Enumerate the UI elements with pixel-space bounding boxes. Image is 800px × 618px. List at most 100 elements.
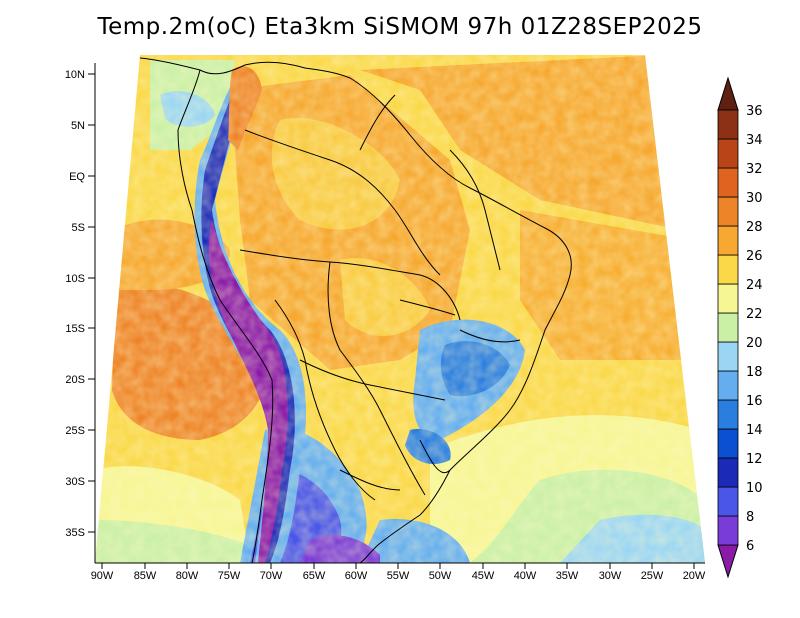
lon-tick-40w: 40W bbox=[514, 563, 537, 582]
colorbar-swatch bbox=[717, 167, 739, 198]
lon-label: 45W bbox=[472, 570, 495, 582]
border-3 bbox=[327, 261, 426, 496]
colorbar-label: 6 bbox=[746, 539, 754, 554]
colorbar-swatch bbox=[717, 109, 739, 140]
lon-tick-65w: 65W bbox=[303, 563, 326, 582]
lon-tick-85w: 85W bbox=[134, 563, 157, 582]
colorbar-label: 14 bbox=[746, 423, 763, 438]
colorbar-label: 18 bbox=[746, 365, 763, 380]
lat-tick-eq: EQ bbox=[69, 171, 95, 183]
lon-tick-45w: 45W bbox=[472, 563, 495, 582]
atlantic-coast bbox=[139, 57, 572, 564]
colorbar-swatch bbox=[717, 312, 739, 343]
border-9 bbox=[399, 299, 456, 316]
lat-label: 10N bbox=[65, 69, 85, 81]
colorbar-swatch bbox=[717, 283, 739, 314]
colorbar-label: 26 bbox=[746, 249, 763, 264]
colorbar-swatch bbox=[717, 138, 739, 169]
lat-tick-35s: 35S bbox=[65, 527, 95, 539]
colorbar-swatch bbox=[717, 196, 739, 227]
lat-label: 20S bbox=[65, 374, 85, 386]
colorbar-label: 28 bbox=[746, 220, 763, 235]
lon-tick-35w: 35W bbox=[556, 563, 579, 582]
border-6 bbox=[394, 209, 441, 276]
lat-tick-25s: 25S bbox=[65, 425, 95, 437]
border-5 bbox=[274, 299, 376, 501]
colorbar-swatch bbox=[717, 399, 739, 430]
colorbar-swatch bbox=[717, 370, 739, 401]
lat-label: 30S bbox=[65, 476, 85, 488]
border-7 bbox=[449, 149, 501, 271]
colorbar-swatch bbox=[717, 457, 739, 488]
latitude-axis: 10N 5N EQ 5S 10S 15S 20S 25S 30S 35S bbox=[65, 69, 95, 539]
lon-tick-25w: 25W bbox=[641, 563, 664, 582]
colorbar-label: 24 bbox=[746, 278, 763, 293]
lat-tick-5s: 5S bbox=[72, 222, 95, 234]
border-8 bbox=[459, 329, 521, 343]
colorbar-label: 12 bbox=[746, 452, 763, 467]
colorbar-swatch bbox=[717, 486, 739, 517]
lon-label: 75W bbox=[218, 570, 241, 582]
pacific-coast bbox=[177, 69, 274, 564]
lat-label: 35S bbox=[65, 527, 85, 539]
lon-label: 25W bbox=[641, 570, 664, 582]
lon-label: 80W bbox=[176, 570, 199, 582]
longitude-axis: 90W 85W 80W 75W 70W 65W 60W 55W 50W 45W … bbox=[91, 563, 706, 582]
border-11 bbox=[419, 439, 451, 473]
colorbar-swatch bbox=[717, 225, 739, 256]
lon-label: 65W bbox=[303, 570, 326, 582]
lon-tick-55w: 55W bbox=[387, 563, 410, 582]
colorbar-swatch bbox=[717, 341, 739, 372]
lon-tick-60w: 60W bbox=[345, 563, 368, 582]
lon-label: 90W bbox=[91, 570, 114, 582]
lon-label: 20W bbox=[683, 570, 706, 582]
lat-label: 10S bbox=[65, 273, 85, 285]
colorbar: 6 8 10 12 14 16 18 20 22 24 26 28 30 32 34 36 bbox=[717, 76, 763, 579]
border-4 bbox=[299, 359, 446, 401]
lat-tick-30s: 30S bbox=[65, 476, 95, 488]
lat-tick-5n: 5N bbox=[71, 120, 95, 132]
colorbar-label: 36 bbox=[746, 104, 763, 119]
lon-tick-50w: 50W bbox=[429, 563, 452, 582]
lon-tick-70w: 70W bbox=[260, 563, 283, 582]
lon-label: 50W bbox=[429, 570, 452, 582]
lon-tick-80w: 80W bbox=[176, 563, 199, 582]
lon-tick-20w: 20W bbox=[683, 563, 706, 582]
colorbar-max-triangle bbox=[717, 76, 739, 111]
lon-tick-30w: 30W bbox=[599, 563, 622, 582]
colorbar-label: 20 bbox=[746, 336, 763, 351]
map-borders bbox=[139, 57, 572, 564]
border-2 bbox=[239, 249, 461, 321]
border-10 bbox=[359, 94, 396, 151]
colorbar-label: 16 bbox=[746, 394, 763, 409]
colorbar-min-triangle bbox=[717, 544, 739, 579]
temperature-field bbox=[95, 55, 705, 563]
colorbar-label: 10 bbox=[746, 481, 763, 496]
lon-label: 60W bbox=[345, 570, 368, 582]
lat-tick-20s: 20S bbox=[65, 374, 95, 386]
colorbar-label: 32 bbox=[746, 162, 763, 177]
lon-label: 30W bbox=[599, 570, 622, 582]
lat-tick-10s: 10S bbox=[65, 273, 95, 285]
colorbar-swatch bbox=[717, 254, 739, 285]
colorbar-label: 8 bbox=[746, 510, 754, 525]
lon-label: 55W bbox=[387, 570, 410, 582]
lon-label: 40W bbox=[514, 570, 537, 582]
map-title: Temp.2m(oC) Eta3km SiSMOM 97h 01Z28SEP20… bbox=[97, 14, 703, 40]
lat-label: 5N bbox=[71, 120, 85, 132]
colorbar-label: 30 bbox=[746, 191, 763, 206]
lat-label: 15S bbox=[65, 323, 85, 335]
lat-label: 5S bbox=[72, 222, 85, 234]
colorbar-swatch bbox=[717, 515, 739, 546]
lon-label: 35W bbox=[556, 570, 579, 582]
lat-label: EQ bbox=[69, 171, 85, 183]
colorbar-label: 22 bbox=[746, 307, 763, 322]
border-12 bbox=[339, 469, 401, 491]
lat-label: 25S bbox=[65, 425, 85, 437]
border-1 bbox=[244, 129, 396, 211]
colorbar-swatch bbox=[717, 428, 739, 459]
lat-tick-10n: 10N bbox=[65, 69, 95, 81]
lon-tick-90w: 90W bbox=[91, 563, 114, 582]
lon-label: 85W bbox=[134, 570, 157, 582]
